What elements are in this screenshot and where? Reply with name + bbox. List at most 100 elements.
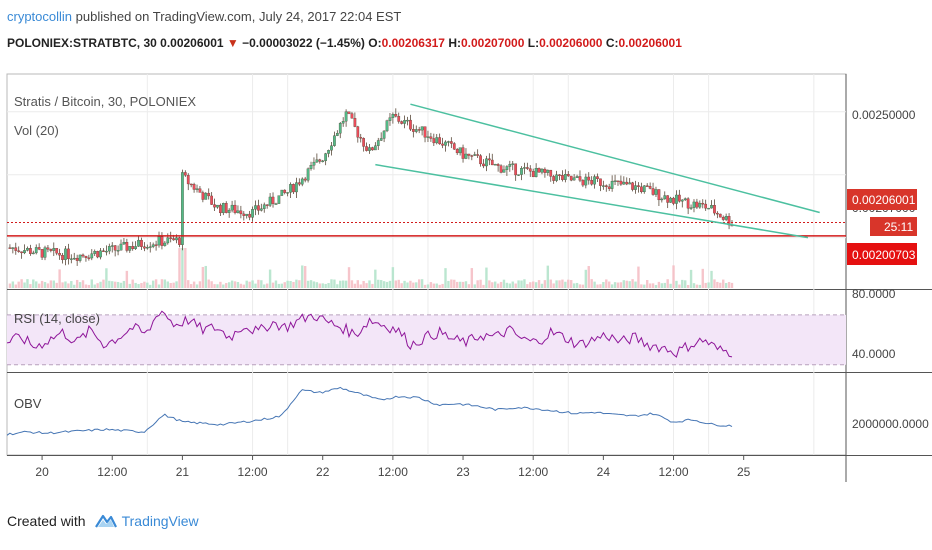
time-axis-label: 25 [737,465,751,479]
candle-body [245,213,249,216]
volume-bar [543,280,547,288]
candle-body [657,189,661,201]
volume-bar [93,284,96,288]
volume-bar [64,281,67,288]
candle-body [175,237,178,241]
lower-trendline[interactable] [375,163,809,239]
volume-bar [333,279,336,288]
time-axis-label: 24 [597,465,611,479]
open-label: O: [368,36,382,50]
volume-bar [529,282,532,288]
volume-bar [222,284,225,288]
volume-bar [403,280,406,288]
candle-body [192,184,196,190]
candle-body [572,177,576,181]
candle-body [359,137,363,139]
volume-bar [493,281,497,288]
candle-body [295,182,298,193]
volume-bar [216,284,219,288]
candle-body [8,247,12,249]
author-link[interactable]: cryptocollin [7,9,73,24]
candle-body [189,183,193,186]
volume-bar [432,283,436,288]
volume-bar [558,280,561,288]
volume-bar [105,268,108,288]
low-label: L: [527,36,540,50]
volume-bar [479,279,482,288]
candle-body [581,180,585,186]
volume-bar [400,283,403,288]
candle-body [376,140,380,146]
volume-bar [151,280,155,288]
candle-body [490,159,494,166]
candle-body [140,239,143,247]
volume-bar [520,280,523,288]
volume-bar [599,284,602,288]
tradingview-brand[interactable]: TradingView [121,513,199,529]
upper-trendline[interactable] [410,103,820,214]
volume-bar [523,279,526,288]
candle-body [724,216,728,220]
volume-bar [371,283,374,288]
volume-bar [344,280,348,288]
volume-bar [450,279,453,288]
volume-bar [157,284,161,288]
candle-body [169,237,173,239]
price-tick-label: 0.00250000 [852,108,916,122]
volume-bar [268,269,272,288]
candle-body [502,169,506,173]
candle-body [669,197,672,203]
candle-body [297,182,301,185]
volume-bar [496,283,500,288]
volume-bar [485,267,488,288]
candle-body [210,195,213,205]
candle-body [625,181,629,185]
volume-bar [517,280,520,288]
volume-bar [166,281,169,288]
volume-bar [701,268,704,288]
candle-body [116,250,120,252]
candle-body [704,203,708,209]
candle-body [312,161,316,166]
time-axis-label: 23 [456,465,470,479]
candle-body [99,250,102,258]
volume-bar [271,282,275,288]
candle-body [683,198,687,201]
candle-body [417,129,421,131]
volume-bar [254,283,257,288]
volume-bar [552,283,555,288]
obv-legend: OBV [14,396,42,411]
candle-body [81,254,85,257]
volume-bar [143,281,146,288]
volume-bar [637,266,640,288]
candle-body [131,246,135,250]
volume-bar [368,280,371,288]
candle-body [599,178,602,186]
volume-bar [207,279,210,288]
volume-bar [575,282,579,288]
candle-body [467,153,471,156]
candle-body [721,217,725,220]
open-value: 0.00206317 [381,36,445,50]
volume-bar [698,284,702,288]
volume-bar [435,283,438,288]
volume-bar [564,281,567,288]
candle-body [569,175,573,181]
candle-body [698,202,702,208]
candle-body [303,178,307,181]
volume-bar [113,281,117,288]
candle-body [178,237,181,245]
volume-bar [46,283,50,288]
volume-bar [675,280,678,288]
candle-body [438,137,442,145]
volume-bar [32,279,35,288]
candle-body [69,258,73,260]
candle-body [552,176,556,181]
candle-body [26,248,29,251]
volume-bar [555,280,558,288]
volume-bar [727,281,731,288]
candle-body [265,204,269,206]
volume-bar [298,280,301,288]
candle-body [464,153,468,159]
